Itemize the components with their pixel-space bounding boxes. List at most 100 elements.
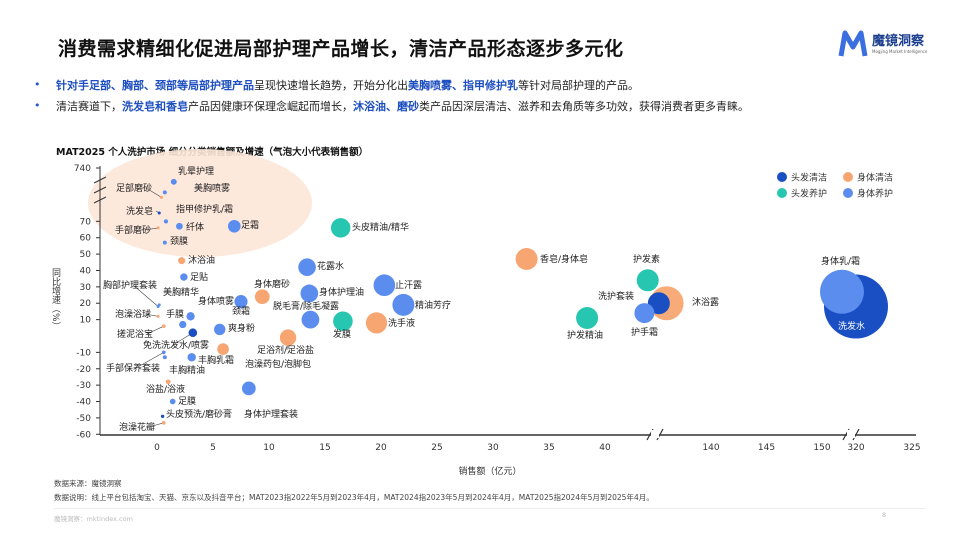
- x-axis-break-mark: [852, 428, 860, 441]
- bubble-label: 身体护理套装: [244, 408, 298, 420]
- bubble-美胸精华: [157, 303, 161, 307]
- bubble-颈霜: [234, 295, 248, 309]
- y-axis-break-mark: [93, 186, 107, 194]
- y-tick-label: -10: [76, 348, 91, 358]
- data-source: 数据来源：魔镜洞察: [54, 479, 122, 488]
- bubble-泡澡药包/泡脚包: [217, 343, 229, 355]
- bullet-text: 呈现快速增长趋势，开始分化出: [254, 78, 408, 92]
- bubble-label: 手部磨砂: [115, 224, 151, 236]
- bullet-icon: •: [34, 78, 41, 91]
- bubble-label: 香皂/身体皂: [540, 253, 588, 265]
- bubble-脱毛膏/除毛凝露: [301, 310, 320, 329]
- x-axis-break-gap: [847, 430, 855, 438]
- page-number: 8: [882, 511, 887, 519]
- bubble-label: 身体磨砂: [254, 278, 290, 290]
- bubble-label: 足霜: [241, 220, 259, 231]
- bubble-label: 手部保养套装: [106, 362, 160, 374]
- legend-marker: [777, 172, 787, 182]
- bubble-精油芳疗: [392, 293, 415, 316]
- bubble-足霜: [227, 219, 241, 233]
- x-tick-label: 30: [487, 443, 499, 453]
- bubble-爽身粉: [214, 323, 226, 336]
- bubble-label: 胸部护理套装: [103, 279, 157, 291]
- bubble-label: 洗发水: [838, 320, 865, 332]
- legend-label: 头发养护: [791, 188, 827, 200]
- data-note: 数据说明：线上平台包括淘宝、天猫、京东以及抖音平台；MAT2023指2022年5…: [54, 493, 654, 502]
- bubble-label: 足部磨砂: [116, 182, 152, 194]
- bubble-足浴剂/足浴盐: [279, 329, 297, 346]
- bubble-label: 爽身粉: [228, 322, 255, 334]
- bullet-item: • 清洁赛道下， 洗发皂和香皂 产品因健康环保理念崛起而增长， 沐浴油、磨砂 类产品因深层…: [34, 95, 749, 116]
- bullet-text: 等针对局部护理的产品。: [518, 78, 639, 92]
- y-tick-label: 60: [80, 234, 92, 244]
- bubble-洗发皂: [157, 211, 161, 215]
- bubble-label: 足贴: [190, 271, 208, 283]
- bubble-发膜: [333, 311, 353, 332]
- footer-divider: [54, 508, 926, 509]
- logo: 魔镜洞察 Mogjing Market Intelligence: [838, 30, 927, 58]
- x-tick-label: 10: [263, 443, 275, 453]
- bubble-label: 泡澡药包/泡脚包: [245, 358, 311, 370]
- bubble-洗手液: [365, 312, 388, 334]
- bubble-label: 指甲修护乳/霜: [176, 203, 233, 215]
- leader-line: [144, 313, 159, 317]
- bubble-护发素: [636, 269, 659, 292]
- bubble-label: 足浴剂/足浴盐: [257, 344, 314, 356]
- y-tick-label: -20: [76, 365, 91, 375]
- y-tick-label: 20: [80, 299, 92, 309]
- highlight-text: 针对手足部、胸部、颈部等局部护理产品: [56, 78, 254, 92]
- y-tick-label: -30: [76, 381, 91, 391]
- legend-label: 身体养护: [857, 188, 893, 200]
- y-tick-label: -50: [76, 414, 91, 424]
- x-axis-label: 销售额（亿元）: [458, 465, 521, 477]
- bubble-label: 免洗洗发水/喷雾: [143, 339, 209, 351]
- bubble-身体喷雾: [179, 320, 187, 329]
- bubble-纤体: [176, 222, 183, 230]
- leader-line: [135, 352, 164, 369]
- x-tick-label: 140: [702, 443, 719, 453]
- leader-line: [146, 325, 164, 335]
- page-title: 消费需求精细化促进局部护理产品增长，清洁产品形态逐步多元化: [58, 38, 624, 60]
- bubble-浴盐/浴液: [165, 379, 171, 385]
- bubble-label: 花露水: [317, 260, 344, 272]
- leader-line: [145, 187, 162, 198]
- x-tick-label: 40: [599, 443, 611, 453]
- legend-marker: [777, 188, 787, 198]
- bubble-label: 沐浴露: [692, 296, 719, 308]
- bubble-身体护理油: [300, 284, 319, 303]
- bubble-label: 足膜: [178, 396, 196, 407]
- bubble-label: 颈霜: [232, 306, 250, 317]
- bubble-label: 丰胸精油: [169, 364, 205, 376]
- x-tick-label: 0: [154, 443, 160, 453]
- bubble-头皮预洗/磨砂膏: [160, 414, 165, 418]
- bubble-香皂/身体皂: [515, 248, 538, 271]
- bubble-label: 护发素: [633, 253, 660, 265]
- y-tick-label: 70: [80, 217, 92, 227]
- bullet-text: 产品因健康环保理念崛起而增长，: [188, 99, 353, 113]
- logo-subtitle: Mogjing Market Intelligence: [872, 48, 928, 54]
- legend-marker: [843, 188, 853, 198]
- bubble-丰胸精油: [162, 355, 167, 360]
- y-axis-label: 同比增速（%）: [50, 268, 61, 331]
- bubble-止汗露: [373, 274, 396, 297]
- footer-site: 魔镜洞察：mktindex.com: [54, 515, 133, 523]
- highlight-text: 沐浴油、磨砂: [353, 99, 419, 113]
- bubble-手部磨砂: [156, 226, 160, 230]
- x-tick-label: 5: [210, 443, 216, 453]
- bubble-头皮精油/精华: [330, 218, 351, 238]
- bubble-乳晕护理: [170, 178, 177, 185]
- bubble-label: 精油芳疗: [415, 299, 451, 311]
- bubble-label: 美胸精华: [163, 286, 199, 298]
- bubble-label: 美胸喷雾: [194, 182, 230, 194]
- bubble-label: 纤体: [186, 221, 204, 233]
- bubble-label: 头皮精油/精华: [352, 221, 409, 233]
- y-tick-label: 50: [80, 250, 92, 260]
- bubble-护手霜: [634, 303, 655, 324]
- bubble-沐浴油: [178, 257, 186, 265]
- bullet-icon: •: [34, 99, 41, 112]
- bubble-身体乳/霜: [819, 269, 864, 314]
- bubble-label: 头皮预洗/磨砂膏: [166, 408, 232, 420]
- bubble-label: 沐浴油: [188, 254, 215, 266]
